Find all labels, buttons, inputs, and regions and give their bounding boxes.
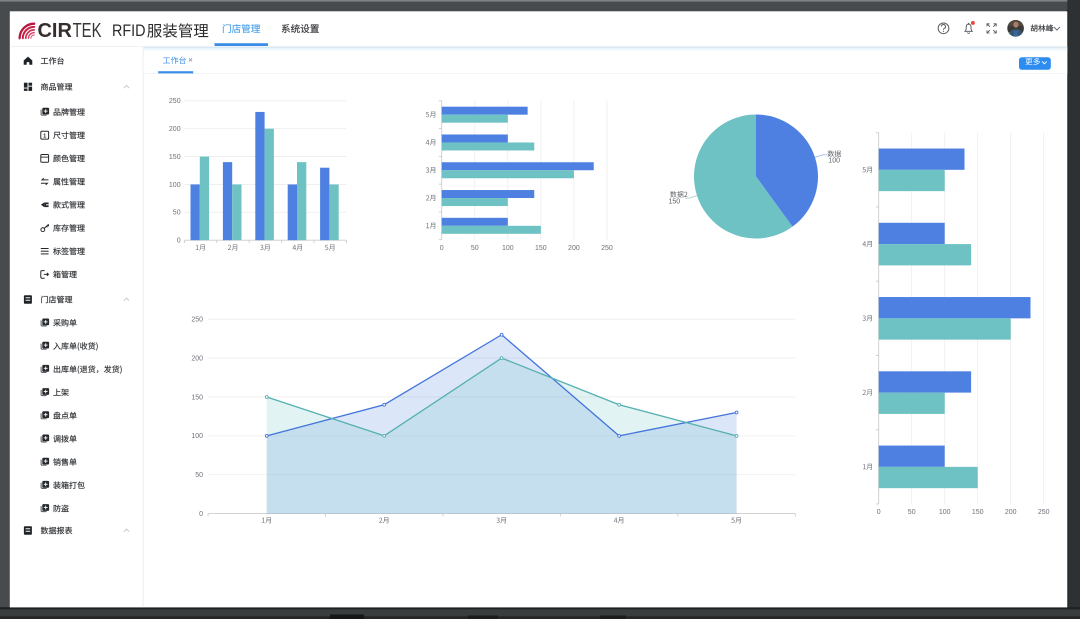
- svg-text:1: 1: [43, 133, 46, 139]
- svg-text:RFID: RFID: [112, 22, 146, 40]
- svg-text:50: 50: [173, 210, 181, 217]
- svg-text:100: 100: [939, 509, 951, 516]
- svg-text:100: 100: [191, 433, 203, 440]
- svg-text:100: 100: [828, 158, 840, 165]
- svg-text:50: 50: [908, 509, 916, 516]
- svg-text:150: 150: [669, 198, 681, 205]
- svg-text:150: 150: [535, 245, 547, 252]
- svg-text:250: 250: [1038, 509, 1050, 516]
- svg-text:250: 250: [191, 317, 203, 324]
- svg-text:150: 150: [972, 509, 984, 516]
- svg-text:CIR: CIR: [38, 19, 73, 42]
- svg-text:200: 200: [191, 355, 203, 362]
- svg-text:0: 0: [440, 245, 444, 252]
- svg-text:200: 200: [1005, 509, 1017, 516]
- svg-text:0: 0: [877, 509, 881, 516]
- svg-text:150: 150: [191, 394, 203, 401]
- svg-text:0: 0: [177, 238, 181, 245]
- svg-text:150: 150: [169, 154, 181, 161]
- svg-text:50: 50: [471, 245, 479, 252]
- svg-text:100: 100: [169, 182, 181, 189]
- svg-text:200: 200: [568, 245, 580, 252]
- svg-text:100: 100: [502, 245, 514, 252]
- svg-text:250: 250: [601, 245, 613, 252]
- svg-text:250: 250: [169, 98, 181, 105]
- svg-text:0: 0: [199, 511, 203, 518]
- svg-text:TEK: TEK: [73, 19, 102, 42]
- svg-text:50: 50: [195, 472, 203, 479]
- svg-text:200: 200: [169, 126, 181, 133]
